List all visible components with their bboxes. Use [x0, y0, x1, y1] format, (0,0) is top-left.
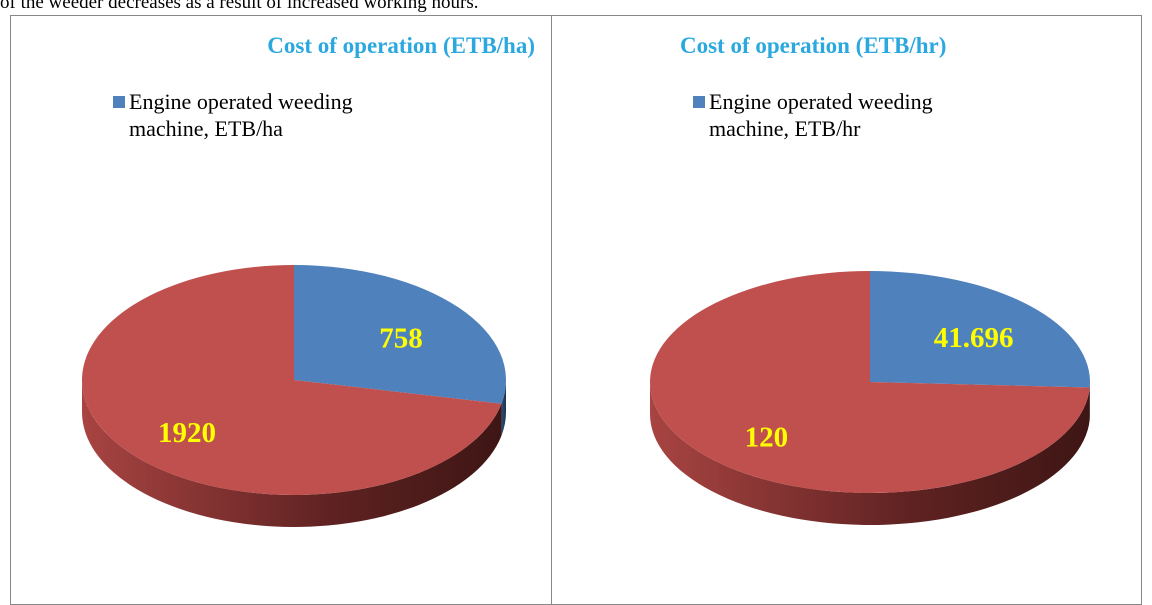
data-label: 120	[745, 421, 789, 453]
chart-title: Cost of operation (ETB/hr)	[680, 33, 946, 59]
legend-swatch	[693, 96, 705, 108]
data-label: 1920	[158, 417, 216, 449]
data-label: 41.696	[934, 322, 1014, 354]
legend-entry: Engine operated weeding machine, ETB/ha	[113, 88, 399, 142]
legend-entry: Engine operated weeding machine, ETB/hr	[693, 88, 979, 142]
chart-title: Cost of operation (ETB/ha)	[267, 33, 535, 59]
data-label: 758	[379, 323, 423, 355]
legend-swatch	[113, 96, 125, 108]
legend-label: Engine operated weeding machine, ETB/ha	[129, 89, 353, 141]
legend-label: Engine operated weeding machine, ETB/hr	[709, 89, 933, 141]
